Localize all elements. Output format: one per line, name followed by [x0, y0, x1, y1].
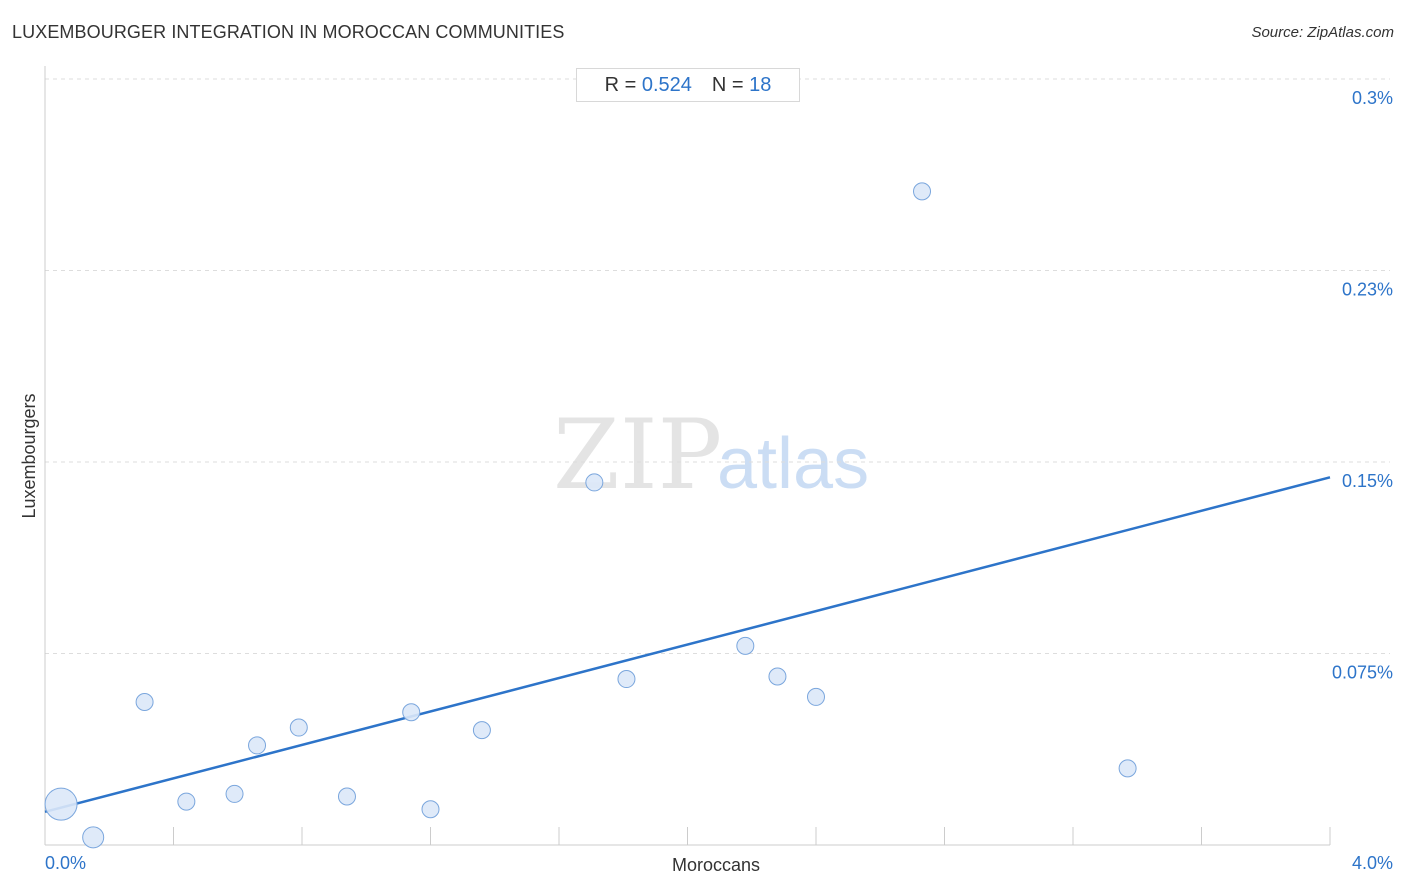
data-point — [736, 636, 755, 655]
data-point — [225, 784, 244, 803]
data-point — [177, 792, 196, 811]
data-point — [1118, 759, 1137, 778]
tick-labels: 0.075% 0.15% 0.23% 0.3% 0.0% 4.0% — [45, 88, 1393, 873]
axes — [44, 66, 1331, 846]
data-point — [768, 667, 787, 686]
stats-box: R = 0.524 N = 18 — [576, 68, 800, 102]
y-tick-label: 0.3% — [1352, 88, 1393, 108]
x-tick-label: 4.0% — [1352, 853, 1393, 873]
n-value: 18 — [749, 73, 772, 96]
watermark: ZIP atlas — [553, 399, 869, 511]
gridlines — [45, 78, 1390, 654]
data-point — [585, 473, 604, 492]
data-point — [44, 787, 78, 821]
data-points — [44, 182, 1137, 849]
data-point — [337, 787, 356, 806]
y-tick-label: 0.075% — [1332, 663, 1393, 683]
data-point — [82, 826, 105, 849]
trendline — [44, 476, 1331, 814]
y-axis-title: Luxembourgers — [19, 393, 39, 518]
data-point — [472, 721, 491, 740]
data-point — [913, 182, 932, 201]
x-axis-title: Moroccans — [672, 855, 760, 875]
data-point — [248, 736, 267, 755]
watermark-zip: ZIP — [553, 399, 722, 511]
r-label: R = — [604, 73, 637, 96]
n-label: N = — [711, 73, 744, 96]
data-point — [402, 703, 421, 722]
trendline-group — [44, 476, 1331, 814]
watermark-atlas: atlas — [717, 424, 869, 504]
y-tick-label: 0.23% — [1342, 280, 1393, 300]
data-point — [421, 800, 440, 819]
data-point — [807, 687, 825, 706]
data-point — [135, 693, 154, 712]
data-point — [617, 670, 636, 689]
y-tick-label: 0.15% — [1342, 471, 1393, 491]
x-tick-label: 0.0% — [45, 853, 86, 873]
chart-title: LUXEMBOURGER INTEGRATION IN MOROCCAN COM… — [12, 22, 565, 42]
source-label: Source: ZipAtlas.com — [1251, 24, 1394, 41]
data-point — [289, 718, 308, 737]
r-value: 0.524 — [641, 73, 692, 96]
